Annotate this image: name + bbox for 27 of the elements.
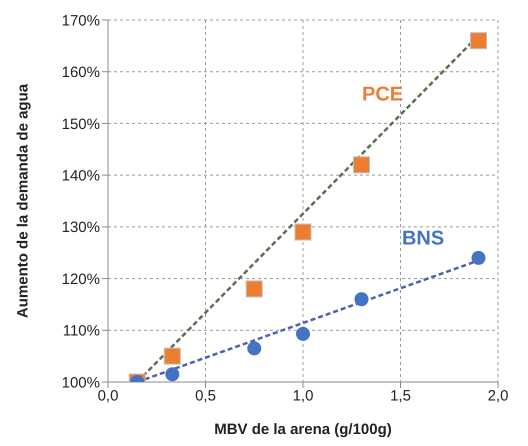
y-tick-label: 140% (62, 167, 100, 184)
point (294, 224, 312, 241)
x-tick-label: 0,5 (195, 388, 216, 405)
y-tick-label: 100% (62, 374, 100, 392)
point (296, 326, 310, 341)
point (353, 156, 370, 174)
point (354, 292, 368, 306)
point (165, 367, 180, 382)
x-tick-label: 1,0 (292, 388, 314, 405)
x-axis-title: MBV de la arena (g/100g) (214, 421, 392, 438)
x-tick-label: 1,5 (390, 388, 411, 405)
point (472, 250, 486, 265)
y-tick-label: 110% (62, 322, 100, 340)
x-tick-label: 0,0 (98, 388, 118, 405)
y-tick-label: 130% (62, 219, 100, 236)
point (246, 280, 263, 298)
y-tick-label: 150% (62, 116, 100, 133)
point (247, 341, 262, 356)
y-axis-title: Aumento de la demanda de agua (14, 83, 32, 318)
point (164, 348, 181, 365)
x-tick-label: 2,0 (488, 388, 508, 405)
y-tick-label: 170% (62, 12, 100, 30)
y-tick-label: 120% (62, 270, 100, 288)
series-label: BNS (402, 228, 444, 250)
y-tick-label: 160% (62, 64, 100, 82)
text: PCE (362, 83, 404, 106)
point (470, 32, 487, 50)
